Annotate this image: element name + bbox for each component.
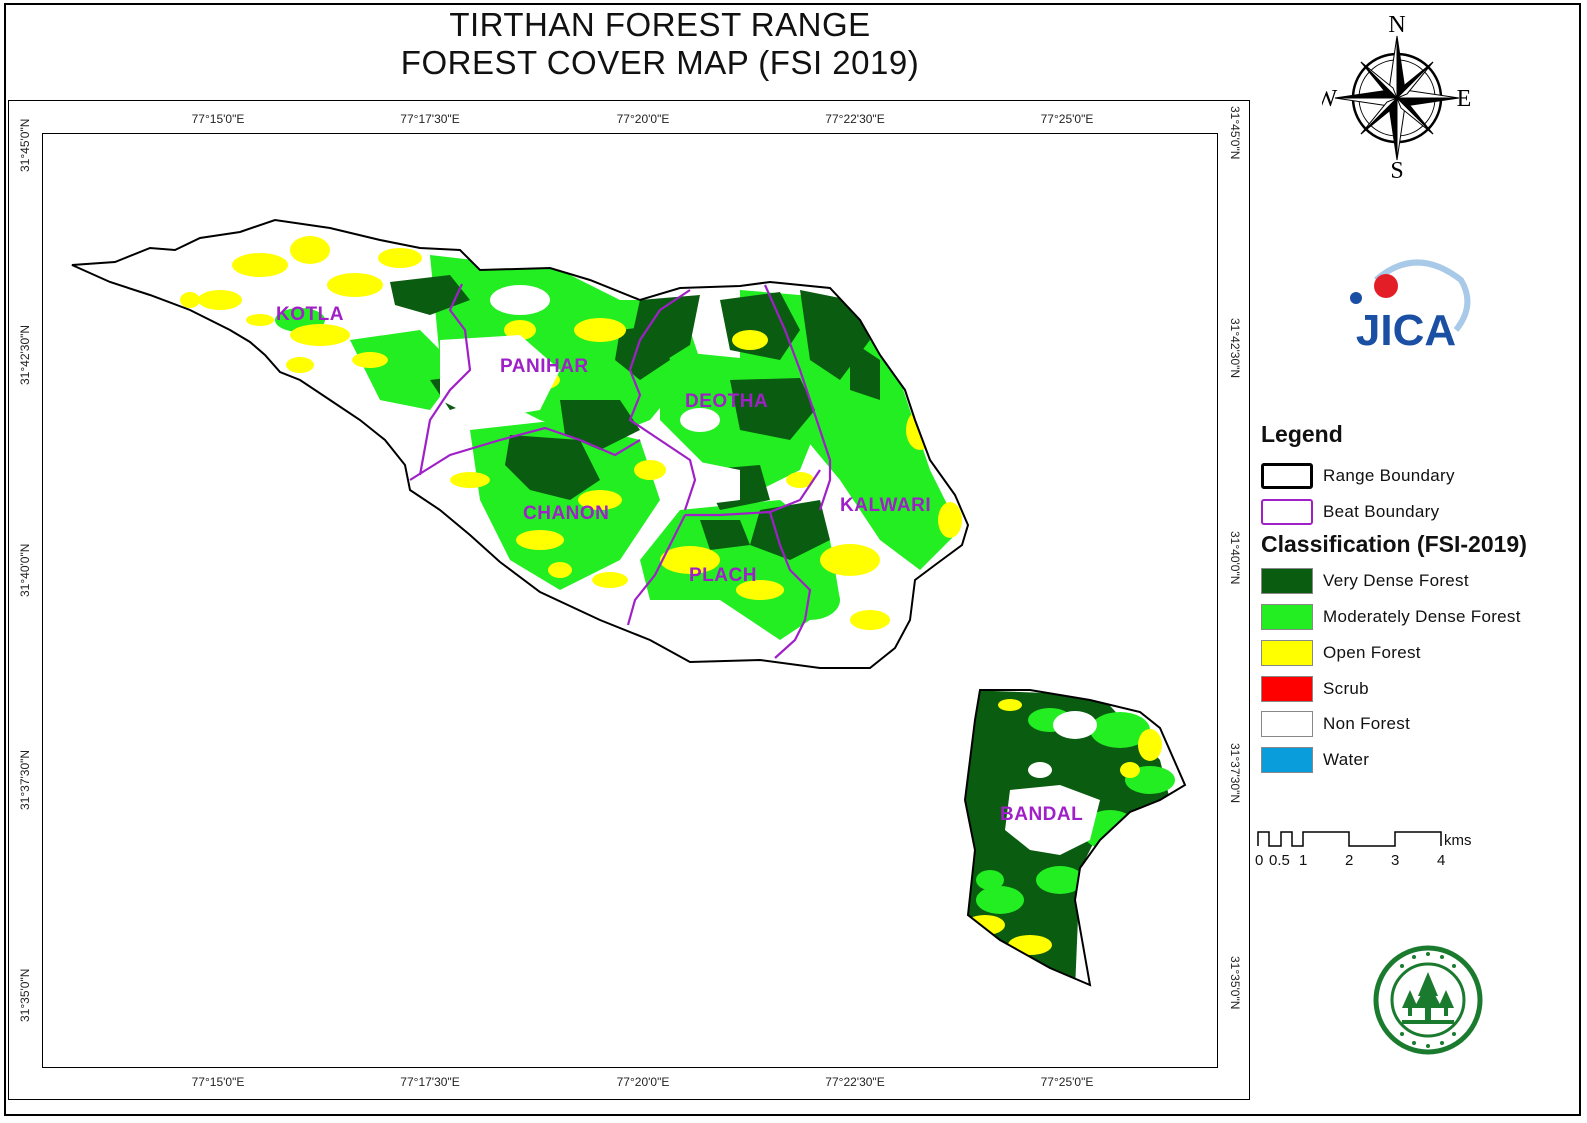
lon-tick-bottom: 77°22'30"E — [825, 1075, 885, 1089]
legend-title: Legend — [1261, 421, 1343, 447]
beat-label-bandal: BANDAL — [1000, 804, 1084, 825]
legend-label: Non Forest — [1323, 714, 1411, 733]
legend-swatch — [1261, 676, 1313, 702]
compass-e: E — [1457, 86, 1472, 112]
beat-label-kalwari: KALWARI — [840, 495, 932, 516]
beat-label-plach: PLACH — [689, 565, 757, 586]
classification-title: Classification (FSI-2019) — [1261, 531, 1527, 557]
lon-tick-top: 77°20'0"E — [616, 112, 670, 126]
legend-swatch — [1261, 568, 1313, 594]
map-data-frame — [8, 100, 1250, 1100]
legend-swatch — [1261, 463, 1313, 489]
map-neatline — [42, 133, 1218, 1068]
map-title-line-1: TIRTHAN FOREST RANGE — [449, 6, 871, 43]
range-boundary-main — [71, 218, 970, 669]
jica-logo: JICA — [1350, 259, 1471, 355]
legend-label: Scrub — [1323, 679, 1369, 698]
beat-label-chanon: CHANON — [523, 503, 610, 524]
scale-label: 2 — [1345, 852, 1354, 869]
lon-tick-top: 77°25'0"E — [1040, 112, 1094, 126]
beat-label-deotha: DEOTHA — [685, 391, 769, 412]
legend-label: Moderately Dense Forest — [1323, 607, 1521, 626]
lon-tick-top: 77°22'30"E — [825, 112, 885, 126]
compass-s: S — [1390, 158, 1403, 184]
legend-label: Very Dense Forest — [1323, 571, 1469, 590]
lon-tick-bottom: 77°17'30"E — [400, 1075, 460, 1089]
legend-swatch — [1261, 604, 1313, 630]
legend-label: Range Boundary — [1323, 466, 1455, 485]
lon-tick-top: 77°15'0"E — [191, 112, 245, 126]
legend-label: Water — [1323, 750, 1370, 769]
legend-label: Open Forest — [1323, 643, 1421, 662]
lon-tick-bottom: 77°25'0"E — [1040, 1075, 1094, 1089]
forest-department-emblem-icon — [1373, 945, 1483, 1055]
scale-bar: kms 0 0.5 1 2 3 4 — [1255, 828, 1485, 878]
beat-boundaries — [409, 283, 832, 659]
scale-unit: kms — [1444, 832, 1472, 849]
scale-label: 0.5 — [1269, 852, 1290, 869]
legend-swatch — [1261, 499, 1313, 525]
lon-tick-bottom: 77°20'0"E — [616, 1075, 670, 1089]
beat-label-panihar: PANIHAR — [500, 356, 589, 377]
scale-label: 0 — [1255, 852, 1264, 869]
compass-n: N — [1388, 12, 1405, 38]
scale-bar-graphic — [1257, 831, 1442, 847]
jica-logo-text: JICA — [1356, 306, 1456, 355]
compass-w: W — [1322, 86, 1338, 112]
lon-tick-top: 77°17'30"E — [400, 112, 460, 126]
beat-label-kotla: KOTLA — [276, 304, 344, 325]
map-title-line-2: FOREST COVER MAP (FSI 2019) — [400, 44, 920, 81]
legend-label: Beat Boundary — [1323, 502, 1440, 521]
legend-swatch — [1261, 640, 1313, 666]
scale-label: 1 — [1299, 852, 1308, 869]
range-boundary-bandal — [963, 689, 1187, 987]
outer-frame — [4, 3, 1581, 1116]
legend-swatch — [1261, 747, 1313, 773]
legend-swatch — [1261, 711, 1313, 737]
north-arrow-compass-icon: N S E W — [1322, 12, 1472, 184]
scale-label: 3 — [1391, 852, 1400, 869]
lon-tick-bottom: 77°15'0"E — [191, 1075, 245, 1089]
scale-label: 4 — [1437, 852, 1446, 869]
